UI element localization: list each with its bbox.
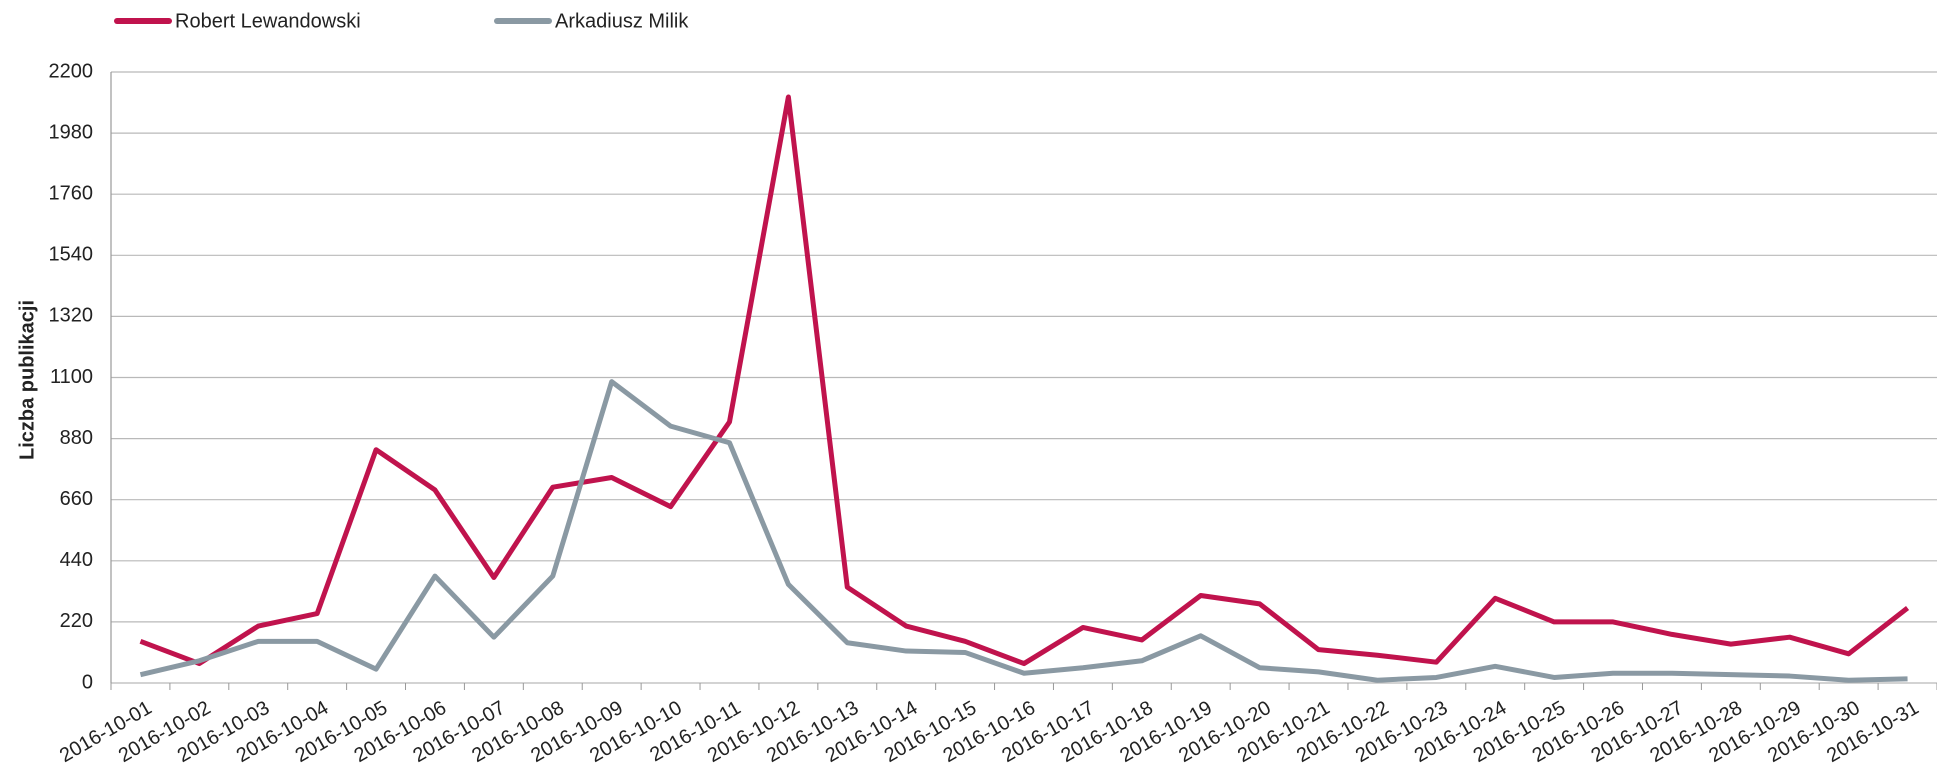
y-tick-label: 660 (60, 488, 93, 510)
y-axis-label: Liczba publikacji (16, 300, 38, 460)
y-tick-label: 1760 (49, 182, 94, 204)
y-tick-label: 1320 (49, 305, 94, 327)
y-tick-label: 220 (60, 610, 93, 632)
y-tick-label: 0 (82, 671, 93, 693)
y-tick-label: 1980 (49, 121, 94, 143)
y-tick-label: 1100 (50, 366, 93, 388)
line-series (139, 94, 1910, 667)
legend-label: Robert Lewandowski (175, 10, 361, 32)
y-tick-label: 2200 (49, 60, 94, 82)
y-tick-label: 440 (60, 549, 93, 571)
y-tick-label: 1540 (49, 244, 94, 266)
y-tick-label: 880 (60, 427, 93, 449)
legend-label: Arkadiusz Milik (555, 10, 689, 32)
line-series (139, 379, 1908, 683)
